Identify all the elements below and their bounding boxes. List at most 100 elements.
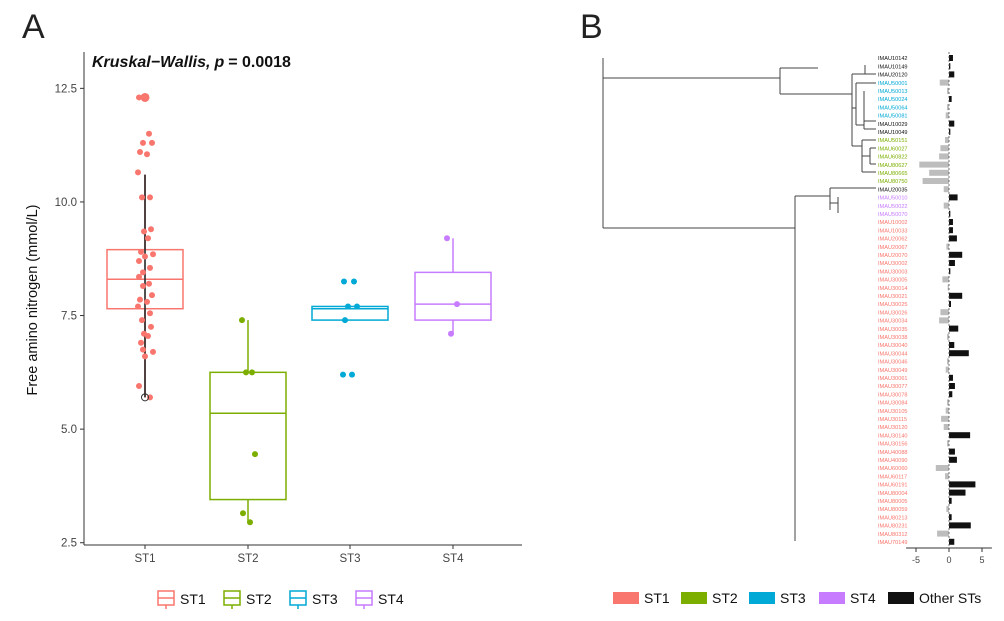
value-bar xyxy=(949,448,955,455)
tree-tip-row: IMAU70149 xyxy=(878,538,955,546)
data-point xyxy=(135,169,141,176)
tip-label: IMAU50064 xyxy=(878,105,908,111)
data-point xyxy=(139,317,145,324)
data-point xyxy=(148,323,154,330)
tip-label: IMAU50024 xyxy=(878,97,908,103)
tip-label: IMAU30046 xyxy=(878,360,908,366)
panel-b-rows: IMAU10142 IMAU10149 IMAU20120 IMAU50001 IMAU… xyxy=(878,55,976,546)
box-st2 xyxy=(209,371,287,501)
value-bar xyxy=(949,481,976,488)
value-bar xyxy=(949,71,955,78)
value-bar xyxy=(943,424,949,430)
data-point xyxy=(146,280,152,287)
tree-tip-row: IMAU20120 xyxy=(878,71,955,79)
tree-tip-row: IMAU30084 xyxy=(878,399,949,407)
tip-label: IMAU50013 xyxy=(878,89,908,95)
tree-tip-row: IMAU50022 xyxy=(878,202,949,210)
tip-label: IMAU30005 xyxy=(878,278,908,284)
value-bar xyxy=(940,145,949,152)
data-point xyxy=(148,226,154,233)
value-bar xyxy=(945,407,949,414)
tree-tip-row: IMAU50010 xyxy=(878,194,958,202)
legend-label: ST3 xyxy=(780,590,806,606)
value-bar xyxy=(939,153,949,160)
value-bar xyxy=(945,473,949,480)
y-axis-title: Free amino nitrogen (mmol/L) xyxy=(25,205,41,396)
data-point xyxy=(454,301,460,308)
value-bar xyxy=(949,391,953,398)
tree-tip-row: IMAU30115 xyxy=(878,415,949,423)
tip-label: IMAU30021 xyxy=(878,294,908,300)
tip-label: IMAU30044 xyxy=(878,351,908,357)
data-point xyxy=(243,369,249,376)
tree-tip-row: IMAU50081 xyxy=(878,112,949,120)
value-bar xyxy=(947,399,949,406)
value-bar xyxy=(943,202,949,209)
tree-tip-row: IMAU10149 xyxy=(878,63,951,70)
value-bar xyxy=(949,219,953,225)
x-tick-label: ST3 xyxy=(339,553,360,565)
data-point xyxy=(444,235,450,242)
panel-a-label: A xyxy=(22,8,45,46)
value-bar xyxy=(946,506,949,512)
tip-label: IMAU20120 xyxy=(878,73,908,79)
tree-branch xyxy=(779,67,852,95)
tree-tip-row: IMAU80231 xyxy=(878,522,971,530)
tip-label: IMAU30140 xyxy=(878,433,908,439)
panel-a-points xyxy=(135,92,460,526)
tree-tip-row: IMAU60027 xyxy=(878,145,949,152)
tree-tip-row: IMAU30003 xyxy=(878,268,951,275)
legend-item-st3: ST3 xyxy=(289,590,338,609)
tip-label: IMAU80627 xyxy=(878,163,908,169)
legend-label: ST3 xyxy=(312,591,338,607)
stat-test-annotation: Kruskal−Wallis, p = 0.0018 xyxy=(92,54,291,71)
value-bar xyxy=(949,96,952,102)
value-bar xyxy=(949,55,953,61)
legend-item-st1: ST1 xyxy=(613,590,670,606)
data-point xyxy=(138,339,144,346)
value-bar xyxy=(949,235,957,242)
tree-tip-row: IMAU20070 xyxy=(878,251,963,259)
data-point xyxy=(340,371,346,378)
x-tick-label: ST1 xyxy=(134,553,155,565)
tip-label: IMAU10049 xyxy=(878,130,908,136)
tip-label: IMAU80004 xyxy=(878,491,908,497)
legend-label: ST1 xyxy=(644,590,670,606)
data-point xyxy=(136,382,142,389)
value-bar xyxy=(949,350,969,357)
tree-branch xyxy=(602,58,795,229)
value-bar xyxy=(949,301,951,307)
tip-label: IMAU80213 xyxy=(878,515,908,521)
value-bar xyxy=(947,440,949,447)
tree-branch xyxy=(855,82,876,126)
tip-label: IMAU30077 xyxy=(878,384,908,390)
x-tick-label: -5 xyxy=(912,555,920,565)
tip-label: IMAU30003 xyxy=(878,269,908,275)
tree-tip-row: IMAU80005 xyxy=(878,497,952,505)
tip-label: IMAU80059 xyxy=(878,507,908,513)
tip-label: IMAU30078 xyxy=(878,392,908,398)
tree-tip-row: IMAU80213 xyxy=(878,514,952,521)
tree-branch xyxy=(829,187,876,210)
tree-tip-row: IMAU20067 xyxy=(878,243,949,251)
value-bar xyxy=(940,309,949,316)
legend-item-other-sts: Other STs xyxy=(888,590,981,606)
x-tick-label: 5 xyxy=(979,555,984,565)
legend-key xyxy=(749,592,775,604)
value-bar xyxy=(947,87,949,94)
tree-tip-row: IMAU80312 xyxy=(878,530,949,538)
value-bar xyxy=(949,210,951,217)
tip-label: IMAU60060 xyxy=(878,466,908,472)
tree-tip-row: IMAU30105 xyxy=(878,407,949,415)
tree-tip-row: IMAU30061 xyxy=(878,374,953,382)
tip-label: IMAU80750 xyxy=(878,179,908,185)
tree-tip-row: IMAU30046 xyxy=(878,358,949,366)
value-bar xyxy=(947,333,949,340)
tip-label: IMAU30035 xyxy=(878,327,908,333)
tree-tip-row: IMAU30038 xyxy=(878,333,949,341)
value-bar xyxy=(947,284,949,291)
value-bar xyxy=(949,522,971,529)
tip-label: IMAU80312 xyxy=(878,532,908,538)
tip-label: IMAU70149 xyxy=(878,540,908,546)
value-bar xyxy=(942,276,949,283)
